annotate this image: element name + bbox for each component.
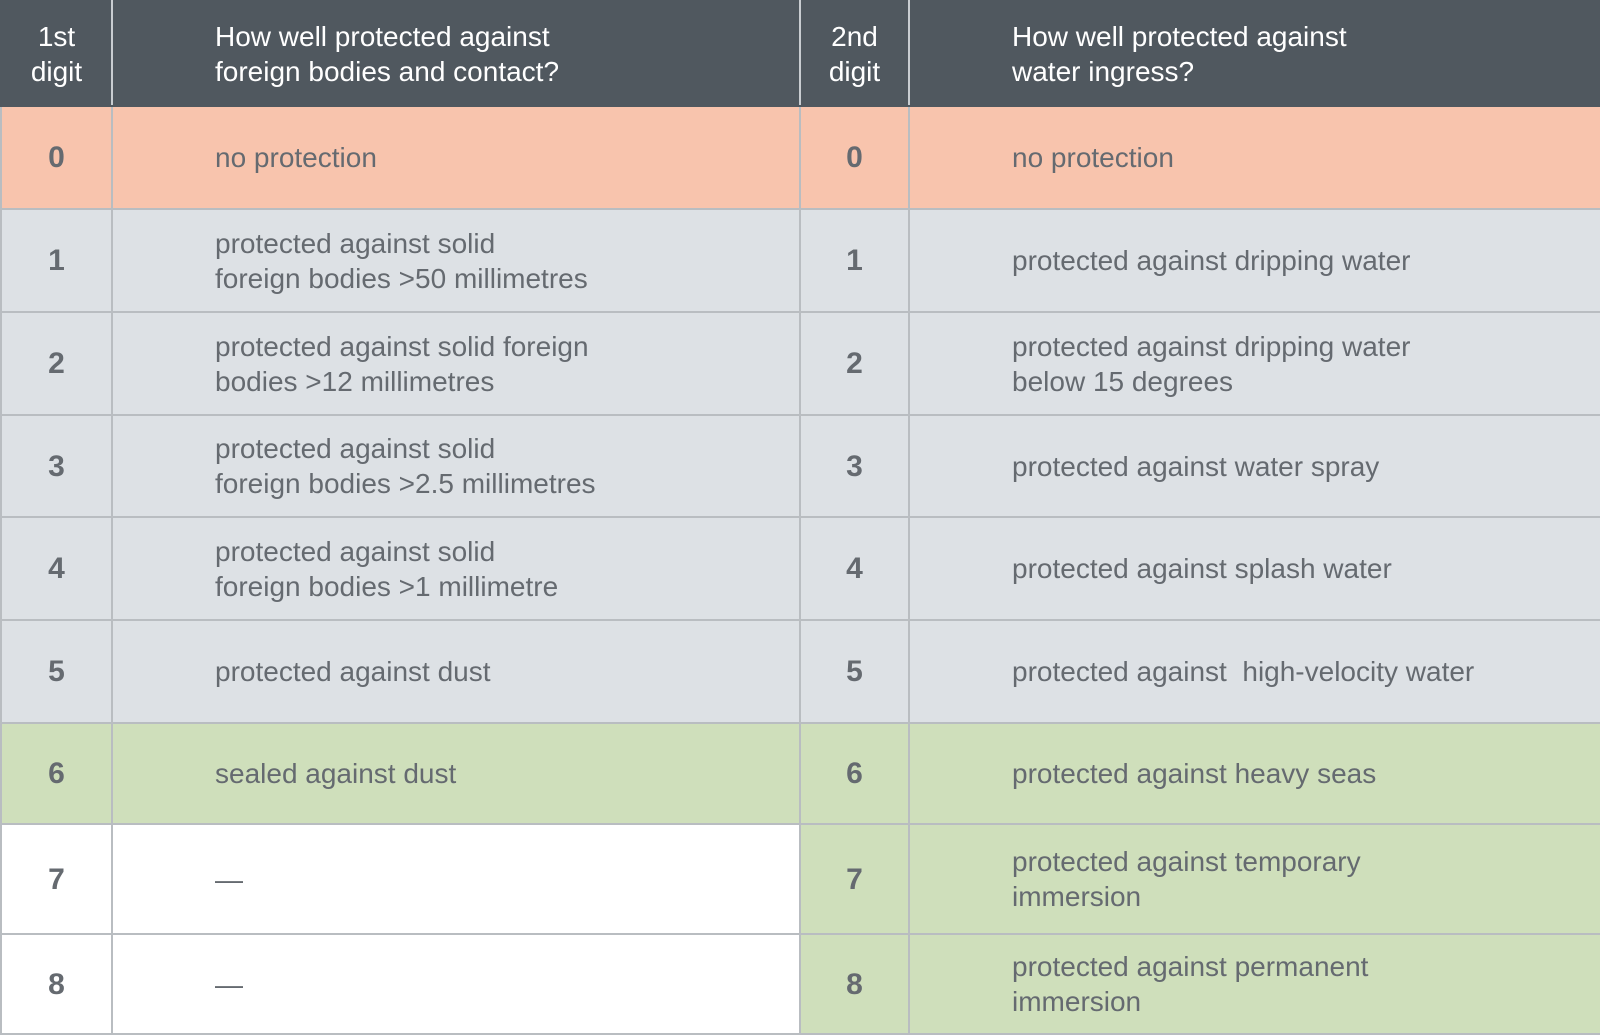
digit-cell: 5 (799, 619, 910, 724)
digit-cell: 4 (0, 516, 113, 621)
table-row: 6 sealed against dust 6 protected against h… (0, 722, 1600, 825)
header-cell: 1st digit (0, 0, 113, 107)
digit-cell: 7 (799, 823, 910, 935)
digit-cell: 6 (0, 722, 113, 825)
description-cell: protected against high-velocity water (908, 619, 1600, 724)
description-cell: protected against dripping water below 1… (908, 311, 1600, 416)
table-row: 7—7 protected against temporary immersion (0, 823, 1600, 935)
table-row: 5 protected against dust 5 protected agains… (0, 619, 1600, 724)
description-cell: — (111, 933, 801, 1035)
description-cell: — (111, 823, 801, 935)
digit-cell: 6 (799, 722, 910, 825)
digit-cell: 1 (799, 208, 910, 313)
digit-cell: 7 (0, 823, 113, 935)
digit-cell: 2 (799, 311, 910, 416)
digit-cell: 0 (799, 105, 910, 210)
description-cell: protected against permanent immersion (908, 933, 1600, 1035)
description-cell: protected against solid foreign bodies >… (111, 311, 801, 416)
digit-cell: 3 (0, 414, 113, 518)
table-header: 1st digit How well protected against for… (0, 0, 1600, 107)
description-cell: protected against solid foreign bodies >… (111, 414, 801, 518)
description-cell: protected against solid foreign bodies >… (111, 208, 801, 313)
digit-cell: 5 (0, 619, 113, 724)
description-cell: protected against heavy seas (908, 722, 1600, 825)
description-cell: sealed against dust (111, 722, 801, 825)
digit-cell: 0 (0, 105, 113, 210)
description-cell: protected against solid foreign bodies >… (111, 516, 801, 621)
digit-cell: 4 (799, 516, 910, 621)
table-row: 3 protected against solid foreign bodies … (0, 414, 1600, 518)
digit-cell: 2 (0, 311, 113, 416)
description-cell: protected against temporary immersion (908, 823, 1600, 935)
table-body: 0 no protection 0 no protection 1 protected a… (0, 105, 1600, 1035)
description-cell: protected against water spray (908, 414, 1600, 518)
table-row: 8—8 protected against permanent immersion (0, 933, 1600, 1035)
header-cell: How well protected against water ingress… (908, 0, 1600, 107)
digit-cell: 3 (799, 414, 910, 518)
description-cell: protected against splash water (908, 516, 1600, 621)
description-cell: no protection (111, 105, 801, 210)
description-cell: protected against dripping water (908, 208, 1600, 313)
table-row: 2 protected against solid foreign bodies … (0, 311, 1600, 416)
description-cell: protected against dust (111, 619, 801, 724)
table-row: 0 no protection 0 no protection (0, 105, 1600, 210)
header-row: 1st digit How well protected against for… (0, 0, 1600, 107)
header-cell: How well protected against foreign bodie… (111, 0, 801, 107)
description-cell: no protection (908, 105, 1600, 210)
digit-cell: 8 (799, 933, 910, 1035)
digit-cell: 1 (0, 208, 113, 313)
table-row: 4 protected against solid foreign bodies … (0, 516, 1600, 621)
digit-cell: 8 (0, 933, 113, 1035)
header-cell: 2nd digit (799, 0, 910, 107)
table-row: 1 protected against solid foreign bodies … (0, 208, 1600, 313)
